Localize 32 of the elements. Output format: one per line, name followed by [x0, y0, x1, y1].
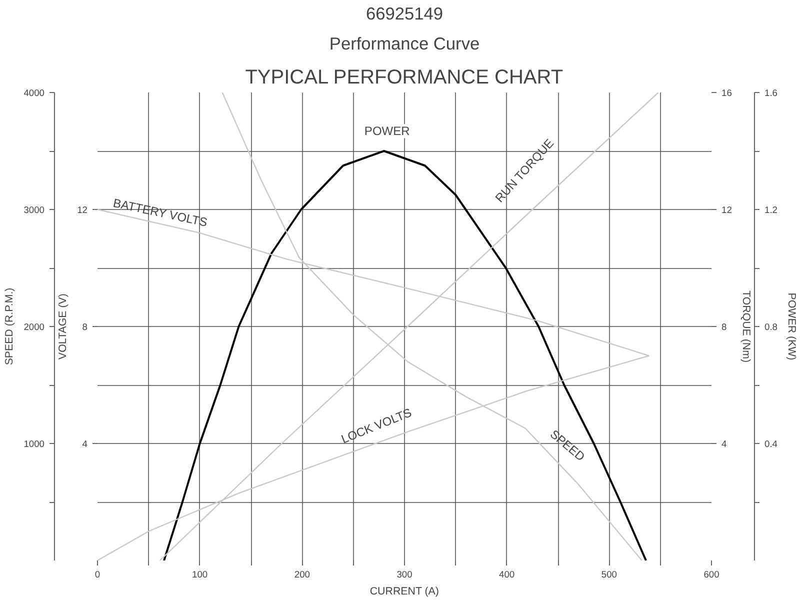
y2-axis-title: TORQUE (Nm)	[740, 290, 752, 363]
y-tick-label: 4000	[24, 88, 45, 98]
chart-title: 66925149	[366, 4, 444, 24]
y-axis-title: SPEED (R.P.M.)	[4, 288, 16, 366]
text: TYPICAL PERFORMANCE CHART	[245, 66, 564, 88]
x-axis-title: CURRENT (A)	[370, 586, 439, 598]
y-tick-label: 3000	[24, 205, 45, 215]
x-tick-label: 500	[601, 570, 617, 580]
y3-tick-label: 1.6	[764, 88, 778, 98]
y2-tick-label: 16	[722, 88, 732, 98]
y3-axis-title: POWER (KW)	[785, 292, 798, 360]
y2-tick-label: 12	[722, 205, 732, 215]
text: 4	[82, 439, 88, 449]
text: VOLTAGE (V)	[57, 294, 70, 360]
y2-tick-label: 4	[722, 439, 727, 449]
text: 8	[82, 322, 88, 332]
text: BATTERY VOLTS	[112, 196, 209, 230]
x-tick-label: 100	[192, 570, 208, 580]
x-tick-label: 0	[94, 570, 100, 580]
x-tick-label: 600	[704, 570, 720, 580]
x-tick-label: 300	[396, 570, 412, 580]
series-label: POWER	[364, 124, 410, 138]
x-tick-label: 400	[499, 570, 515, 580]
y3-tick-label: 0.8	[764, 322, 778, 332]
y-tick-label: 2000	[24, 322, 45, 332]
y-tick-label: 1000	[24, 439, 45, 449]
y2-tick-label: 8	[722, 322, 727, 332]
y3-tick-label: 1.2	[764, 205, 778, 215]
text: 12	[77, 205, 88, 215]
y3-tick-label: 0.4	[764, 439, 778, 449]
x-tick-label: 200	[294, 570, 310, 580]
chart-subtitle: Performance Curve	[329, 34, 480, 54]
